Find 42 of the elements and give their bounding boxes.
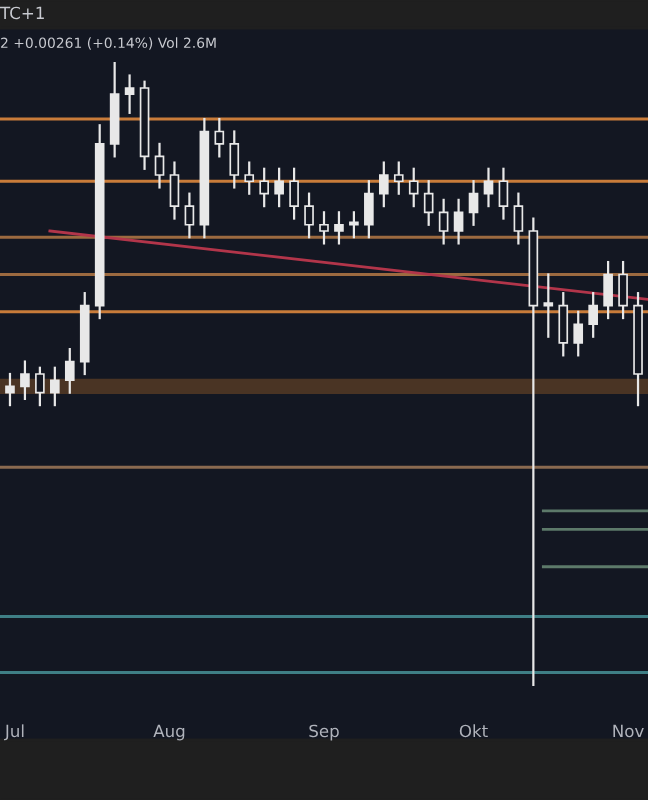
x-tick-label: Jul <box>4 724 24 741</box>
candlestick <box>124 74 135 114</box>
candlestick <box>453 198 464 245</box>
candlestick <box>378 161 389 208</box>
candlestick <box>5 372 15 407</box>
candlestick <box>289 167 299 220</box>
candlestick <box>423 180 434 226</box>
candlestick <box>603 260 613 320</box>
candlestick <box>393 161 404 195</box>
candlestick <box>334 211 344 245</box>
candlestick <box>274 167 284 208</box>
candlestick <box>35 366 45 407</box>
candlestick <box>573 310 584 357</box>
candlestick <box>364 180 374 239</box>
candlestick <box>214 117 225 158</box>
candlestick <box>543 273 554 338</box>
x-tick-label: Aug <box>153 724 185 741</box>
text: TC+1 <box>0 6 44 20</box>
candlestick <box>438 198 449 245</box>
candlestick <box>169 161 180 220</box>
candlestick <box>259 167 270 208</box>
candlestick <box>184 192 195 239</box>
candlestick <box>229 130 240 189</box>
candlestick <box>483 167 494 208</box>
x-tick-label: Okt <box>459 724 488 738</box>
candlestick <box>304 192 314 239</box>
x-tick-label: Nov <box>613 724 644 738</box>
candlestick <box>319 211 329 245</box>
candlestick <box>50 366 60 407</box>
candlestick <box>154 142 165 189</box>
x-tick-label: Sep <box>309 724 339 741</box>
candlestick <box>513 192 524 245</box>
candlestick <box>498 167 509 220</box>
candlestick <box>588 292 598 338</box>
candlestick <box>408 167 419 208</box>
candlestick <box>349 211 359 239</box>
candlestick <box>468 180 479 226</box>
candlestick <box>244 161 255 195</box>
candlestick <box>618 260 628 320</box>
candlestick <box>64 348 75 394</box>
candlestick <box>558 292 569 357</box>
candlestick <box>20 360 30 400</box>
